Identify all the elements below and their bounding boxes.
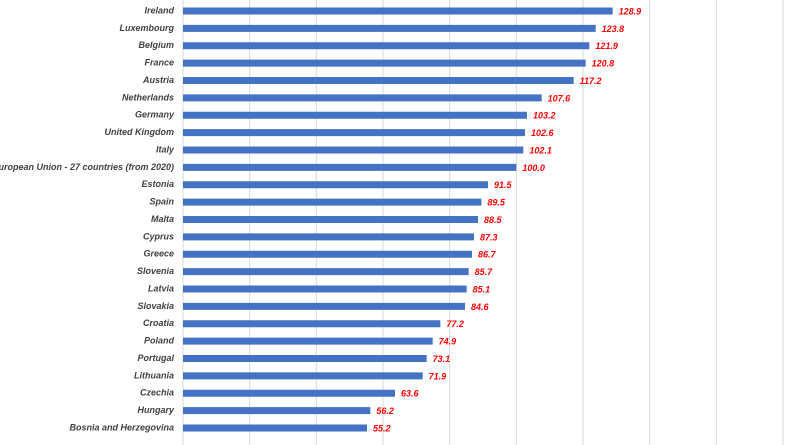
bar [183, 163, 517, 171]
category-label: European Union - 27 countries (from 2020… [0, 162, 174, 172]
bar [183, 77, 574, 84]
bar [183, 94, 542, 102]
value-label: 120.8 [592, 59, 615, 69]
category-label: Malta [151, 214, 174, 224]
bar [183, 268, 469, 276]
bar [183, 407, 371, 415]
category-label: Greece [143, 249, 174, 259]
value-label: 84.6 [471, 302, 490, 312]
bar [183, 129, 525, 137]
bar [183, 250, 472, 258]
value-label: 71.9 [429, 371, 447, 381]
bar [183, 355, 427, 362]
category-label: Croatia [143, 318, 174, 328]
category-label: Germany [135, 110, 175, 120]
category-label: Italy [156, 144, 175, 154]
category-label: Luxembourg [119, 23, 174, 33]
bar [183, 285, 467, 293]
bar [183, 233, 474, 241]
bar [183, 59, 586, 67]
bar [183, 198, 482, 206]
value-label: 103.2 [533, 111, 556, 121]
category-label: Ireland [144, 5, 174, 15]
value-label: 85.1 [473, 284, 491, 294]
bar [183, 389, 395, 397]
category-label: Bosnia and Herzegovina [69, 422, 174, 432]
value-label: 128.9 [619, 6, 642, 16]
bar [183, 424, 367, 432]
value-label: 77.2 [446, 319, 464, 329]
category-label: Netherlands [122, 92, 174, 102]
bar [183, 302, 465, 310]
bar [183, 216, 478, 223]
value-label: 102.6 [531, 128, 555, 138]
bar [183, 42, 590, 50]
bar [183, 181, 488, 189]
value-label: 100.0 [522, 163, 545, 173]
value-label: 87.3 [480, 232, 498, 242]
category-label: France [144, 58, 174, 68]
value-label: 74.9 [439, 337, 457, 347]
bar [183, 146, 524, 154]
category-label: United Kingdom [105, 127, 175, 137]
value-label: 102.1 [529, 145, 552, 155]
category-label: Poland [144, 336, 175, 346]
category-label: Slovakia [137, 301, 174, 311]
value-label: 123.8 [602, 24, 625, 34]
value-label: 89.5 [487, 198, 506, 208]
category-label: Hungary [137, 405, 175, 415]
category-label: Austria [142, 75, 174, 85]
value-label: 85.7 [475, 267, 494, 277]
bar [183, 320, 441, 328]
category-label: Estonia [141, 179, 174, 189]
value-label: 56.2 [376, 406, 394, 416]
value-label: 117.2 [580, 76, 602, 86]
bar [183, 24, 596, 32]
value-label: 107.6 [548, 93, 572, 103]
category-label: Lithuania [134, 370, 174, 380]
category-label: Spain [149, 197, 174, 207]
value-label: 88.5 [484, 215, 503, 225]
value-label: 86.7 [478, 250, 497, 260]
bar [183, 111, 527, 119]
category-label: Latvia [148, 283, 174, 293]
bar [183, 7, 613, 15]
category-label: Cyprus [143, 231, 174, 241]
value-label: 121.9 [595, 41, 618, 51]
category-label: Slovenia [137, 266, 174, 276]
bar [183, 337, 433, 345]
category-label: Belgium [138, 40, 174, 50]
value-label: 91.5 [494, 180, 513, 190]
bar [183, 372, 423, 380]
category-label: Czechia [140, 388, 174, 398]
value-label: 55.2 [373, 423, 391, 433]
value-label: 73.1 [433, 354, 451, 364]
category-label: Portugal [137, 353, 174, 363]
value-label: 63.6 [401, 389, 420, 399]
